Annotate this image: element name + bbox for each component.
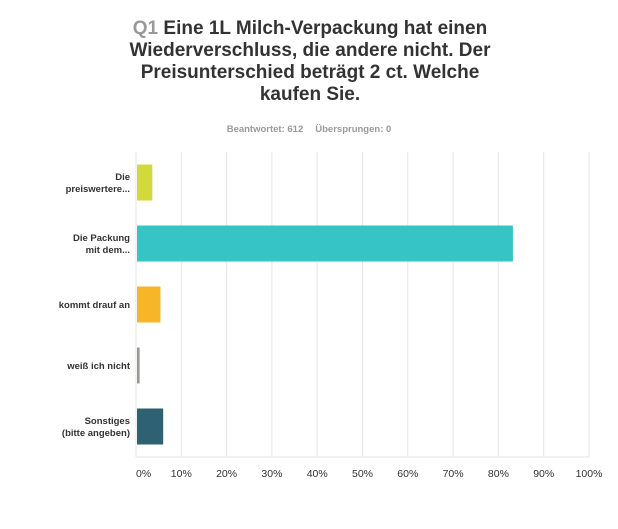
response-stats: Beantwortet: 612 Übersprungen: 0	[0, 124, 618, 135]
x-tick-label: 30%	[261, 468, 282, 480]
x-tick-label: 50%	[352, 468, 373, 480]
x-tick-label: 100%	[576, 468, 603, 480]
x-tick-label: 90%	[533, 468, 554, 480]
x-tick-label: 10%	[171, 468, 192, 480]
category-label: Die Packung	[73, 233, 130, 244]
x-tick-label: 0%	[136, 468, 151, 480]
question-text: Eine 1L Milch-Verpackung hat einen Wiede…	[129, 18, 491, 105]
question-number: Q1	[132, 18, 159, 39]
x-tick-label: 60%	[397, 468, 418, 480]
x-tick-label: 70%	[443, 468, 464, 480]
bar	[137, 225, 513, 262]
category-label: preiswertere...	[66, 184, 130, 195]
category-label: (bitte angeben)	[62, 428, 130, 439]
bar	[137, 408, 164, 445]
chart-title: Q1 Eine 1L Milch-Verpackung hat einen Wi…	[110, 18, 510, 106]
x-tick-label: 20%	[216, 468, 237, 480]
category-label: kommt drauf an	[59, 300, 130, 311]
answered-count: Beantwortet: 612	[226, 124, 304, 135]
x-tick-label: 40%	[307, 468, 328, 480]
category-label: weiß ich nicht	[66, 361, 131, 372]
category-label: mit dem...	[86, 245, 130, 256]
skipped-count: Übersprungen: 0	[315, 124, 392, 135]
category-label: Sonstiges	[85, 416, 130, 427]
bar	[137, 164, 153, 201]
x-tick-label: 80%	[488, 468, 509, 480]
bar	[137, 286, 161, 323]
bar	[137, 347, 140, 384]
category-label: Die	[115, 172, 130, 183]
